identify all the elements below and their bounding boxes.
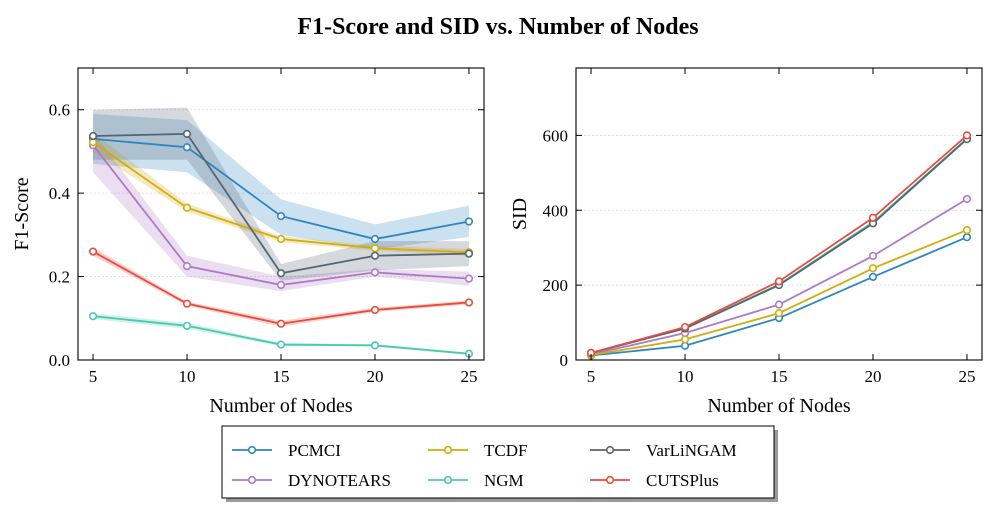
legend-marker-pcmci <box>247 445 257 455</box>
data-point-cutsplus <box>774 277 784 286</box>
data-point-pcmci <box>962 233 972 242</box>
legend-label-ngm: NGM <box>484 471 524 490</box>
legend-label-varlingam: VarLiNGAM <box>646 441 737 460</box>
data-point-pcmci <box>464 217 474 226</box>
series-line-tcdf <box>590 229 968 357</box>
legend-label-cutsplus: CUTSPlus <box>646 471 719 490</box>
data-point-dynotears <box>464 274 474 283</box>
data-point-varlingam <box>464 249 474 258</box>
legend-marker-cutsplus <box>605 475 615 485</box>
x-tick-label: 15 <box>273 367 290 386</box>
data-point-varlingam <box>276 269 286 278</box>
data-point-cutsplus <box>464 298 474 307</box>
legend-marker-dynotears <box>247 475 257 485</box>
x-tick-label: 5 <box>89 367 98 386</box>
data-point-ngm <box>276 340 286 349</box>
data-point-tcdf <box>868 264 878 273</box>
x-tick-label: 20 <box>366 367 383 386</box>
data-point-tcdf <box>370 244 380 253</box>
data-point-dynotears <box>962 194 972 204</box>
x-tick-label: 25 <box>460 367 477 386</box>
data-point-varlingam <box>88 131 98 141</box>
data-point-dynotears <box>868 251 878 261</box>
y-tick-label: 0.4 <box>49 184 71 203</box>
legend-label-tcdf: TCDF <box>484 441 527 460</box>
x-axis-label: Number of Nodes <box>209 395 353 417</box>
y-tick-label: 600 <box>543 126 569 145</box>
legend-marker-tcdf <box>443 445 453 455</box>
data-point-pcmci <box>182 143 192 152</box>
data-point-cutsplus <box>182 299 192 308</box>
y-axis-label: SID <box>509 198 531 230</box>
figure-title: F1-Score and SID vs. Number of Nodes <box>297 14 698 40</box>
data-point-pcmci <box>868 272 878 281</box>
legend-marker-varlingam <box>605 445 615 455</box>
data-point-ngm <box>182 321 192 330</box>
y-tick-label: 200 <box>543 276 569 295</box>
data-point-tcdf <box>680 335 690 344</box>
x-tick-label: 20 <box>864 367 881 386</box>
data-point-dynotears <box>774 300 784 309</box>
legend-box <box>221 425 775 499</box>
data-point-dynotears <box>276 280 286 290</box>
data-point-cutsplus <box>370 305 380 315</box>
f1-score-panel: 5 10 15 20 25 0.0 0.2 0.4 0.6 Number of Nodes F1-S… <box>11 67 485 417</box>
data-point-tcdf <box>182 203 192 212</box>
x-tick-label: 10 <box>179 367 196 386</box>
data-point-tcdf <box>276 234 286 244</box>
data-point-tcdf <box>774 309 784 318</box>
x-tick-label: 5 <box>587 367 596 386</box>
data-point-pcmci <box>276 211 286 221</box>
legend-marker-ngm <box>443 475 453 485</box>
y-tick-label: 0.0 <box>49 351 70 370</box>
x-tick-label: 10 <box>677 367 694 386</box>
y-tick-label: 400 <box>543 201 569 220</box>
data-point-cutsplus <box>868 213 878 222</box>
data-point-cutsplus <box>276 319 286 328</box>
legend-label-pcmci: PCMCI <box>288 441 341 460</box>
data-point-varlingam <box>182 129 192 139</box>
data-point-ngm <box>370 341 380 350</box>
data-point-cutsplus <box>680 322 690 332</box>
data-point-varlingam <box>370 251 380 260</box>
x-tick-label: 15 <box>771 367 788 386</box>
series-line-dynotears <box>590 198 968 356</box>
x-tick-label: 25 <box>958 367 975 386</box>
data-point-pcmci <box>370 234 380 244</box>
data-point-cutsplus <box>88 247 98 256</box>
y-axis-label: F1-Score <box>11 177 33 250</box>
y-tick-label: 0.6 <box>49 101 70 120</box>
data-point-dynotears <box>370 268 380 277</box>
legend-label-dynotears: DYNOTEARS <box>288 471 391 490</box>
x-axis-label: Number of Nodes <box>707 395 851 417</box>
data-point-tcdf <box>962 225 972 235</box>
legend: PCMCI TCDF VarLiNGAM DYNOTEARS NGM CUTSPlus <box>221 425 778 502</box>
sid-panel: 5 10 15 20 25 0 200 400 600 Number of Nodes SID <box>509 67 983 417</box>
data-point-dynotears <box>182 262 192 271</box>
y-tick-label: 0.2 <box>49 268 70 287</box>
data-point-ngm <box>88 312 98 321</box>
data-point-cutsplus <box>962 131 972 140</box>
y-tick-label: 0 <box>560 351 569 370</box>
